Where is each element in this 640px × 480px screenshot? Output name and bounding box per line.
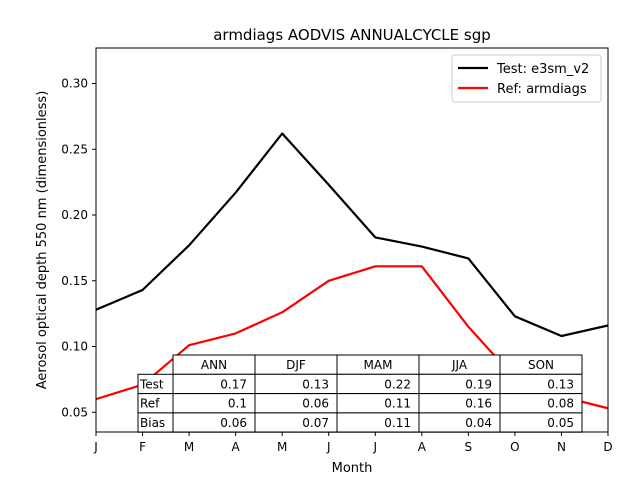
y-tick-label: 0.20 (61, 208, 88, 222)
legend-box (451, 54, 602, 103)
table-column-header: MAM (364, 358, 393, 372)
x-tick-label: M (184, 440, 194, 454)
table-row-label: Test (139, 377, 164, 391)
table-cell: 0.13 (302, 377, 329, 391)
x-tick-label: A (418, 440, 427, 454)
y-tick-label: 0.25 (61, 142, 88, 156)
stats-table: ANN DJF MAM JJA SON Test 0.17 0.13 0.22 0.19 0.13 R… (137, 354, 583, 433)
table-row (137, 412, 583, 433)
x-tick-label: S (465, 440, 473, 454)
y-axis-label: Aerosol optical depth 550 nm (dimensionl… (35, 91, 50, 390)
x-tick-label: J (326, 440, 331, 454)
table-cell: 0.08 (547, 397, 574, 411)
table-column-header: ANN (201, 358, 227, 372)
table-column-header: JJA (451, 358, 468, 372)
y-tick-label: 0.05 (61, 405, 88, 419)
table-cell: 0.1 (228, 397, 247, 411)
table-row-label: Bias (140, 416, 165, 430)
table-cell: 0.11 (384, 397, 411, 411)
x-tick-label: J (372, 440, 377, 454)
series-line-1 (96, 132, 608, 338)
x-tick-label: D (603, 440, 612, 454)
table-cell: 0.13 (547, 377, 574, 391)
y-tick-label: 0.10 (61, 340, 88, 354)
table-cell: 0.22 (384, 377, 411, 391)
y-tick-label: 0.15 (61, 274, 88, 288)
x-tick-label: A (232, 440, 241, 454)
chart-title: armdiags AODVIS ANNUALCYCLE sgp (213, 26, 491, 44)
x-tick-label: O (510, 440, 519, 454)
table-cell: 0.06 (302, 397, 329, 411)
table-cell: 0.04 (465, 416, 492, 430)
table-cell: 0.05 (547, 416, 574, 430)
table-row (137, 393, 583, 414)
table-cell: 0.06 (220, 416, 247, 430)
legend-entry: Test: e3sm_v2 (496, 62, 589, 77)
x-tick-label: N (557, 440, 566, 454)
table-cell: 0.11 (384, 416, 411, 430)
x-axis-label: Month (332, 461, 373, 476)
table-cell: 0.07 (302, 416, 329, 430)
x-tick-label: J (93, 440, 98, 454)
table-cell: 0.17 (220, 377, 247, 391)
table-cell: 0.19 (465, 377, 492, 391)
table-cell: 0.16 (465, 397, 492, 411)
table-row (137, 373, 583, 395)
table-column-header: SON (528, 358, 554, 372)
table-row-label: Ref (140, 397, 160, 411)
y-tick-label: 0.30 (61, 77, 88, 91)
x-tick-label: F (139, 440, 146, 454)
legend-entry: Ref: armdiags (497, 82, 587, 97)
plot-frame (95, 47, 609, 433)
legend: Test: e3sm_v2 Ref: armdiags (451, 54, 602, 103)
table-column-header: DJF (286, 358, 306, 372)
x-tick-label: M (277, 440, 287, 454)
y-axis: 0.05 0.10 0.15 0.20 0.25 0.30 (61, 77, 96, 419)
